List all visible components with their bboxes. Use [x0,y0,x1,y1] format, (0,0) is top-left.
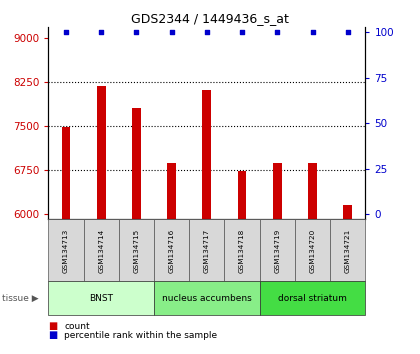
Text: GSM134717: GSM134717 [204,228,210,273]
Text: GSM134719: GSM134719 [274,228,280,273]
Point [63,29,69,35]
Text: dorsal striatum: dorsal striatum [278,294,347,303]
Text: GSM134716: GSM134716 [168,228,175,273]
Bar [97,86,105,219]
Point [98,29,105,35]
Bar [273,163,282,219]
Point [203,29,210,35]
Text: GSM134714: GSM134714 [98,228,104,273]
Point [168,29,175,35]
Point [239,29,245,35]
Point [309,29,316,35]
Text: ■: ■ [48,321,58,331]
Text: GSM134715: GSM134715 [134,228,139,273]
Bar [167,163,176,219]
Bar [308,163,317,219]
Text: percentile rank within the sample: percentile rank within the sample [64,331,218,340]
Text: tissue ▶: tissue ▶ [2,294,39,303]
Bar [238,171,247,219]
Bar [61,126,70,219]
Bar [344,205,352,219]
Bar [132,108,141,219]
Text: count: count [64,322,90,331]
Text: ■: ■ [48,330,58,340]
Bar [202,90,211,219]
Text: nucleus accumbens: nucleus accumbens [162,294,252,303]
Point [344,29,351,35]
Text: GSM134721: GSM134721 [345,228,351,273]
Point [274,29,281,35]
Point [133,29,140,35]
Text: GDS2344 / 1449436_s_at: GDS2344 / 1449436_s_at [131,12,289,25]
Text: GSM134718: GSM134718 [239,228,245,273]
Text: GSM134713: GSM134713 [63,228,69,273]
Text: BNST: BNST [89,294,113,303]
Text: GSM134720: GSM134720 [310,228,315,273]
